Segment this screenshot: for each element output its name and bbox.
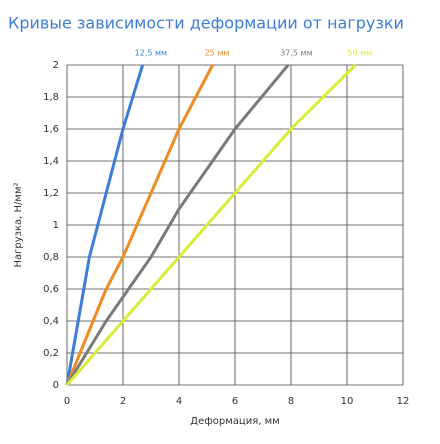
series-line [65, 64, 145, 386]
chart-title: Кривые зависимости деформации от нагрузк… [8, 14, 404, 33]
y-tick-label: 0,8 [43, 252, 59, 263]
x-tick-label: 0 [64, 396, 70, 407]
series-label: 50 мм [347, 49, 372, 58]
x-axis-label: Деформация, мм [190, 416, 279, 427]
y-tick-label: 0,2 [43, 348, 59, 359]
x-tick-label: 4 [176, 396, 182, 407]
x-tick-label: 6 [232, 396, 238, 407]
series-line [65, 63, 357, 386]
y-tick-label: 1,6 [43, 124, 59, 135]
series-label: 12,5 мм [135, 49, 167, 58]
y-axis-label: Нагрузка, Н/мм² [13, 183, 24, 268]
y-tick-label: 1,4 [43, 156, 59, 167]
y-tick-label: 0,6 [43, 284, 59, 295]
series-line [65, 64, 214, 386]
y-tick-label: 2 [53, 60, 59, 71]
y-tick-label: 1 [53, 220, 59, 231]
x-tick-label: 2 [120, 396, 126, 407]
x-tick-label: 10 [341, 396, 354, 407]
series-line [65, 64, 290, 386]
series-label: 25 мм [205, 49, 230, 58]
y-tick-label: 0 [53, 380, 59, 391]
y-tick-label: 1,8 [43, 92, 59, 103]
y-tick-label: 1,2 [43, 188, 59, 199]
y-tick-label: 0,4 [43, 316, 59, 327]
x-tick-label: 8 [288, 396, 294, 407]
x-tick-label: 12 [397, 396, 410, 407]
series-label: 37,5 мм [280, 49, 312, 58]
